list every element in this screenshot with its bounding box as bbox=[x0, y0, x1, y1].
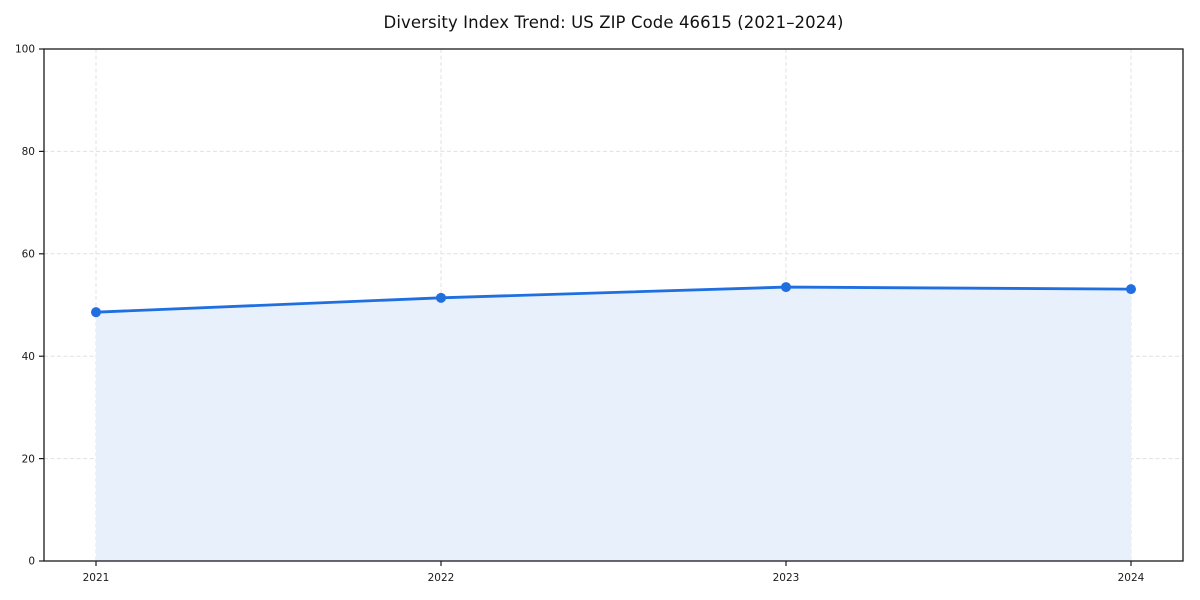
data-point-marker bbox=[436, 292, 446, 303]
trend-line bbox=[94, 285, 1133, 314]
data-point-marker bbox=[91, 307, 101, 318]
x-tick-label: 2024 bbox=[1118, 572, 1145, 584]
y-tick-label: 80 bbox=[22, 146, 35, 158]
x-tick-label: 2022 bbox=[428, 572, 455, 584]
plot-frame bbox=[43, 48, 1184, 562]
data-point-marker bbox=[781, 282, 791, 293]
y-tick-label: 40 bbox=[22, 351, 35, 363]
x-tick-label: 2023 bbox=[773, 572, 800, 584]
x-tick-label: 2021 bbox=[83, 572, 110, 584]
chart-title: Diversity Index Trend: US ZIP Code 46615… bbox=[383, 13, 844, 32]
data-point-marker bbox=[1126, 284, 1136, 295]
area-fill bbox=[96, 287, 1131, 561]
y-tick-label: 20 bbox=[22, 453, 35, 465]
y-tick-label: 100 bbox=[15, 44, 35, 56]
y-tick-label: 0 bbox=[28, 556, 35, 568]
y-tick-label: 60 bbox=[22, 248, 35, 260]
